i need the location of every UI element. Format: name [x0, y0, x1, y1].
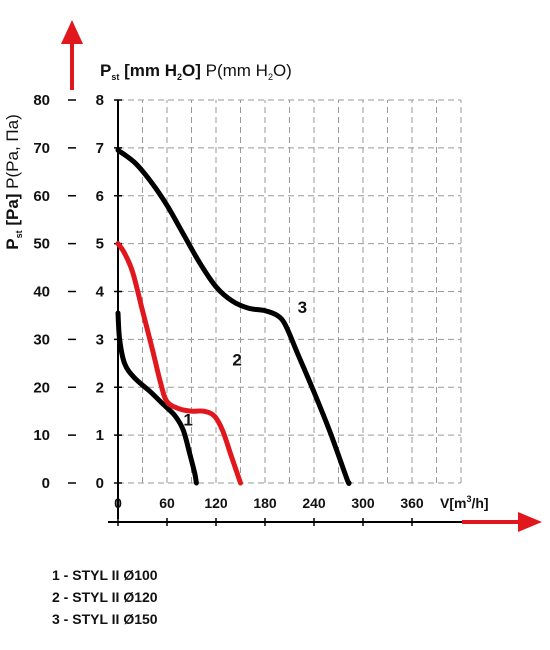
x-axis-arrow	[462, 512, 542, 532]
curve-label-3: 3	[298, 298, 307, 317]
curve-label-1: 1	[183, 411, 192, 430]
legend: 1 - STYL II Ø100 2 - STYL II Ø120 3 - ST…	[52, 564, 158, 630]
series-line-3	[115, 147, 352, 486]
y-tick-label-pa: 20	[33, 379, 50, 396]
y-tick-label-mm: 1	[96, 427, 104, 444]
curve-label-2: 2	[232, 351, 241, 370]
series-line-1	[115, 310, 199, 486]
y-axis-title-pa: Pst [Pa] P(Pa, Па)	[3, 114, 24, 250]
y-tick-label-mm: 2	[96, 379, 104, 396]
grid	[117, 99, 462, 484]
x-tick-label: 0	[114, 495, 122, 511]
y-tick-label-pa: 10	[33, 427, 50, 444]
legend-item-2: 2 - STYL II Ø120	[52, 589, 158, 605]
x-tick-label: 180	[253, 495, 277, 511]
x-tick-label: 240	[302, 495, 326, 511]
y-tick-label-mm: 4	[96, 284, 105, 301]
x-tick-label: 300	[351, 495, 375, 511]
y-tick-label-mm: 7	[96, 140, 104, 157]
y-tick-label-mm: 3	[96, 331, 104, 348]
y-tick-label-pa: 30	[33, 331, 50, 348]
y-tick-label-pa: 0	[42, 475, 50, 492]
x-tick-label: 360	[400, 495, 424, 511]
legend-item-3: 3 - STYL II Ø150	[52, 611, 158, 627]
y-tick-label-pa: 50	[33, 236, 50, 253]
y-tick-label-mm: 8	[96, 92, 104, 109]
y-tick-label-mm: 6	[96, 188, 104, 205]
y-tick-label-pa: 80	[33, 92, 50, 109]
x-tick-label: 120	[204, 495, 228, 511]
y-tick-label-pa: 70	[33, 140, 50, 157]
curve-labels: 1 2 3	[183, 298, 307, 430]
y-tick-label-pa: 60	[33, 188, 50, 205]
y-tick-label-mm: 5	[96, 236, 104, 253]
legend-item-1: 1 - STYL II Ø100	[52, 567, 158, 583]
y-tick-label-mm: 0	[96, 475, 104, 492]
y-tick-label-pa: 40	[33, 284, 50, 301]
y-axis-title-mm: Pst [mm H2O] P(mm H2O)	[100, 61, 292, 82]
y-axis-arrow	[61, 20, 83, 90]
x-tick-label: 60	[159, 495, 175, 511]
x-axis-title: V[m3/h]	[440, 494, 489, 511]
series-line-2	[115, 241, 243, 486]
curves	[115, 147, 352, 486]
